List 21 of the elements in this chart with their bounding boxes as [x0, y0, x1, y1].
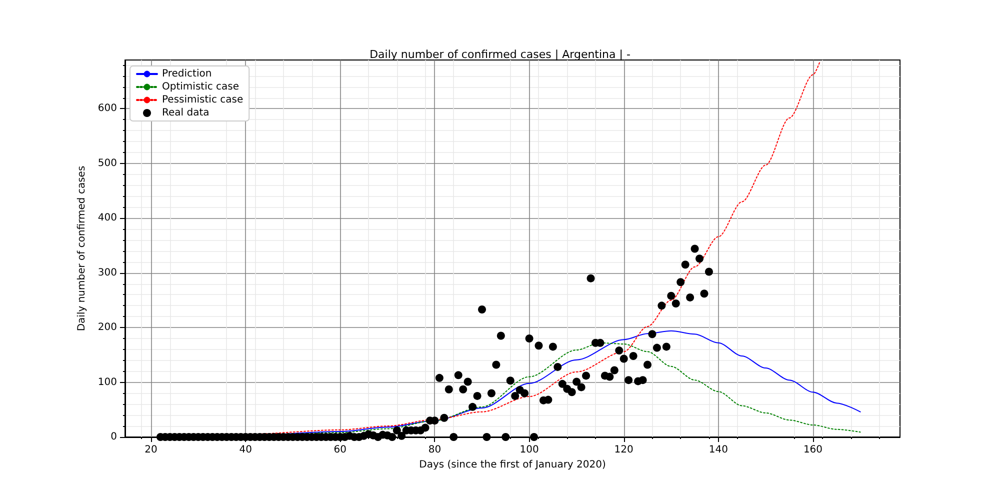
y-tick-label: 0 [110, 432, 117, 442]
x-tick-label: 100 [520, 444, 539, 456]
y-tick-label: 300 [98, 267, 117, 278]
x-tick-label: 20 [144, 444, 158, 456]
x-tick-label: 120 [614, 444, 634, 456]
legend-label: Prediction [162, 68, 212, 80]
legend-label: Real data [162, 108, 210, 118]
legend-label: Pessimistic case [162, 94, 244, 106]
x-tick-label: 140 [708, 444, 728, 456]
y-tick-label: 400 [98, 212, 117, 224]
y-tick-label: 500 [98, 158, 117, 169]
x-tick-label: 40 [239, 444, 252, 456]
y-axis-title: Daily number of confirmed cases [76, 166, 88, 332]
x-tick-label: 160 [803, 444, 823, 456]
x-tick-label: 60 [334, 444, 347, 456]
y-tick-label: 600 [98, 103, 117, 114]
x-axis-title: Days (since the first of January 2020) [419, 459, 606, 470]
legend-label: Optimistic case [162, 82, 240, 92]
y-tick-label: 100 [98, 376, 117, 388]
x-tick-label: 80 [428, 444, 442, 456]
y-tick-label: 200 [98, 322, 117, 334]
